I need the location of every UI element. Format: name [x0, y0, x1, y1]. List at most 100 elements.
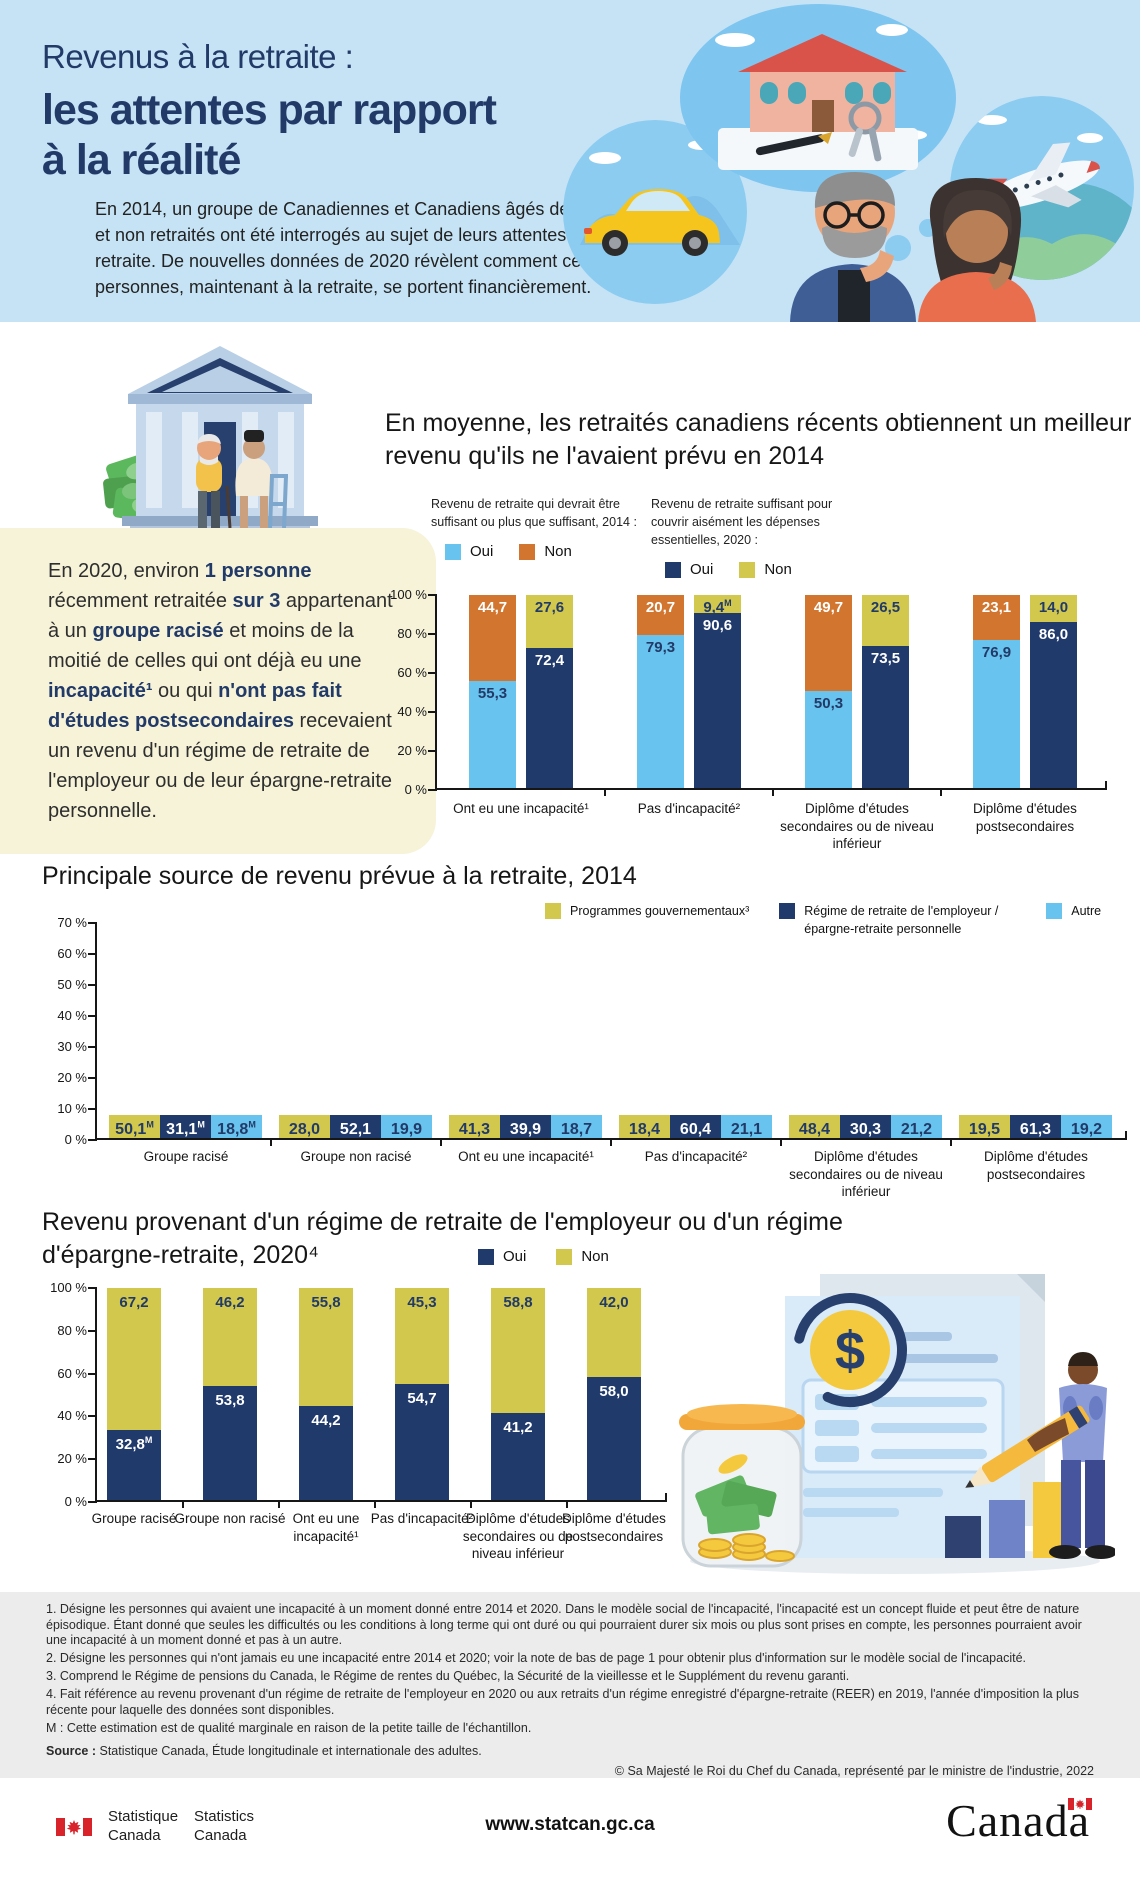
- x-axis-tick: [780, 1138, 782, 1146]
- y-axis-tick: [88, 922, 97, 924]
- x-axis-tick: [772, 788, 774, 796]
- x-axis-end-tick: [665, 1493, 667, 1500]
- x-axis-end-tick: [1125, 1131, 1127, 1138]
- intro-paragraph: En 2014, un groupe de Canadiennes et Can…: [95, 199, 693, 297]
- bar-segment-non: 45,3: [395, 1288, 449, 1385]
- chart1-plot: 100 % 80 % 60 % 40 % 20 % 0 % 44,7 55,3 27,6 72,4…: [390, 587, 1107, 851]
- bar-segment-oui: 72,4: [526, 648, 573, 788]
- y-axis-tick-label: 30 %: [57, 1039, 87, 1054]
- y-axis-tick-label: 40 %: [57, 1408, 87, 1424]
- bar-pair-group: 20,7 79,3 9,4M 90,6: [605, 595, 773, 788]
- y-axis-tick-label: 40 %: [57, 1008, 87, 1023]
- y-axis-tick-label: 70 %: [57, 915, 87, 930]
- legend-swatch-olive: [739, 561, 756, 578]
- bar-segment-non: 14,0: [1030, 595, 1077, 623]
- bar-value-label: 67,2: [119, 1294, 149, 1311]
- y-axis-tick: [88, 1108, 97, 1110]
- y-axis-tick: [88, 1046, 97, 1048]
- bar-value-label: 50,3: [813, 694, 844, 712]
- footnote: 3. Comprend le Régime de pensions du Can…: [46, 1669, 850, 1684]
- bar-pair-group: 44,7 55,3 27,6 72,4: [437, 595, 605, 788]
- elderly-couple: [196, 430, 288, 529]
- y-axis-tick: [428, 672, 437, 674]
- stacked-bar-2014: 44,7 55,3: [469, 595, 516, 788]
- y-axis-tick: [88, 1015, 97, 1017]
- bar-value-label: 27,6: [534, 599, 565, 616]
- thinking-man-figure: [790, 172, 916, 322]
- bar-group: 28,0 52,1 19,9: [279, 1115, 432, 1138]
- bar-pair-group: 49,7 50,3 26,5 73,5: [773, 595, 941, 788]
- bar-segment-oui: 54,7: [395, 1384, 449, 1500]
- bar-value-label: 54,7: [407, 1390, 437, 1408]
- thinking-woman-figure: [918, 178, 1036, 322]
- thought-dot: [885, 235, 911, 261]
- y-axis-tick: [88, 953, 97, 955]
- bar-value-label: 26,5: [870, 599, 901, 616]
- stacked-bar: 67,2 32,8M: [107, 1288, 161, 1500]
- bar-segment-non: 9,4M: [694, 595, 741, 616]
- source-text: Statistique Canada, Étude longitudinale …: [96, 1743, 482, 1758]
- bar-value-label: 49,7: [813, 599, 844, 616]
- bar-light_blue: 18,7: [551, 1115, 602, 1138]
- estimate-quality-flag: M: [248, 1119, 256, 1130]
- bar-value-label: 46,2: [215, 1294, 245, 1311]
- y-axis-tick-label: 20 %: [57, 1451, 87, 1467]
- chart1-legend-2020-heading: Revenu de retraite suffisant pour couvri…: [651, 497, 833, 548]
- bar-value-label: 55,3: [477, 685, 508, 703]
- y-axis-tick: [88, 984, 97, 986]
- y-axis-tick-label: 80 %: [57, 1322, 87, 1338]
- bar-light_blue: 19,2: [1061, 1115, 1112, 1138]
- agency-name-fr: Statistique Canada: [108, 1808, 178, 1846]
- bar-segment-non: 67,2: [107, 1288, 161, 1431]
- callout-bold-text: 1 personne: [204, 560, 312, 582]
- bar-value-label: 79,3: [645, 638, 676, 656]
- bar-value-label: 19,2: [1070, 1121, 1103, 1138]
- chart1-legend-2014: Revenu de retraite qui devrait être suff…: [431, 495, 639, 578]
- bar-olive: 50,1M: [109, 1115, 160, 1138]
- stacked-bar: 46,2 53,8: [203, 1288, 257, 1500]
- stacked-bar: 58,8 41,2: [491, 1288, 545, 1500]
- page-title-bold-line1: les attentes par rapport: [42, 86, 497, 134]
- callout-text-run: En 2020, environ: [48, 560, 205, 582]
- legend-item: Non: [519, 543, 572, 560]
- bar-value-label: 90,6: [702, 617, 733, 635]
- bar-group: 41,3 39,9 18,7: [449, 1115, 602, 1138]
- legend-label: Non: [544, 543, 572, 561]
- bar-value-label: 72,4: [534, 652, 565, 670]
- chart1-section: En moyenne, les retraités canadiens réce…: [385, 407, 1140, 852]
- y-axis-tick-label: 50 %: [57, 977, 87, 992]
- category-label: Diplôme d'études postsecondaires: [562, 1511, 666, 1544]
- bar-value-label: 9,4M: [703, 598, 732, 616]
- statcan-url[interactable]: www.statcan.gc.ca: [485, 1814, 655, 1835]
- y-axis-tick: [88, 1329, 97, 1332]
- legend-label: Oui: [690, 561, 714, 579]
- legend-label: Non: [764, 561, 792, 579]
- bar-segment-oui: 73,5: [862, 646, 909, 788]
- bar-value-label: 18,4: [628, 1121, 661, 1138]
- category-label: Pas d'incapacité²: [644, 1149, 748, 1164]
- bar-segment-non: 42,0: [587, 1288, 641, 1378]
- bar-group: 48,4 30,3 21,2: [789, 1115, 942, 1138]
- bar-segment-oui: 32,8M: [107, 1430, 161, 1500]
- bar-value-label: 50,1M: [115, 1119, 154, 1138]
- travel-thought-bubble: [950, 96, 1134, 280]
- bar-value-label: 21,1: [730, 1121, 763, 1138]
- header-banner: Revenus à la retraite : les attentes par…: [0, 0, 1140, 322]
- y-axis-tick: [88, 1139, 97, 1141]
- y-axis-tick: [88, 1077, 97, 1079]
- y-axis-tick-label: 0 %: [64, 1132, 87, 1147]
- bar-segment-oui: 90,6: [694, 613, 741, 788]
- bar-segment-non: 58,8: [491, 1288, 545, 1413]
- category-label: Diplôme d'études secondaires ou de nivea…: [462, 1511, 574, 1562]
- chart2-section: Principale source de revenu prévue à la …: [0, 860, 1140, 1206]
- bar-value-label: 41,3: [458, 1121, 491, 1138]
- chart1-title: En moyenne, les retraités canadiens réce…: [385, 409, 1132, 470]
- bar-value-label: 53,8: [215, 1391, 245, 1409]
- bar-value-label: 23,1: [981, 599, 1012, 616]
- bar-group: 18,4 60,4 21,1: [619, 1115, 772, 1138]
- y-axis-tick: [428, 633, 437, 635]
- x-axis-tick: [440, 1138, 442, 1146]
- callout-text-run: et moins de la moitié de celles qui ont …: [48, 620, 362, 672]
- y-axis-tick: [428, 594, 437, 596]
- bar-value-label: 55,8: [311, 1294, 341, 1311]
